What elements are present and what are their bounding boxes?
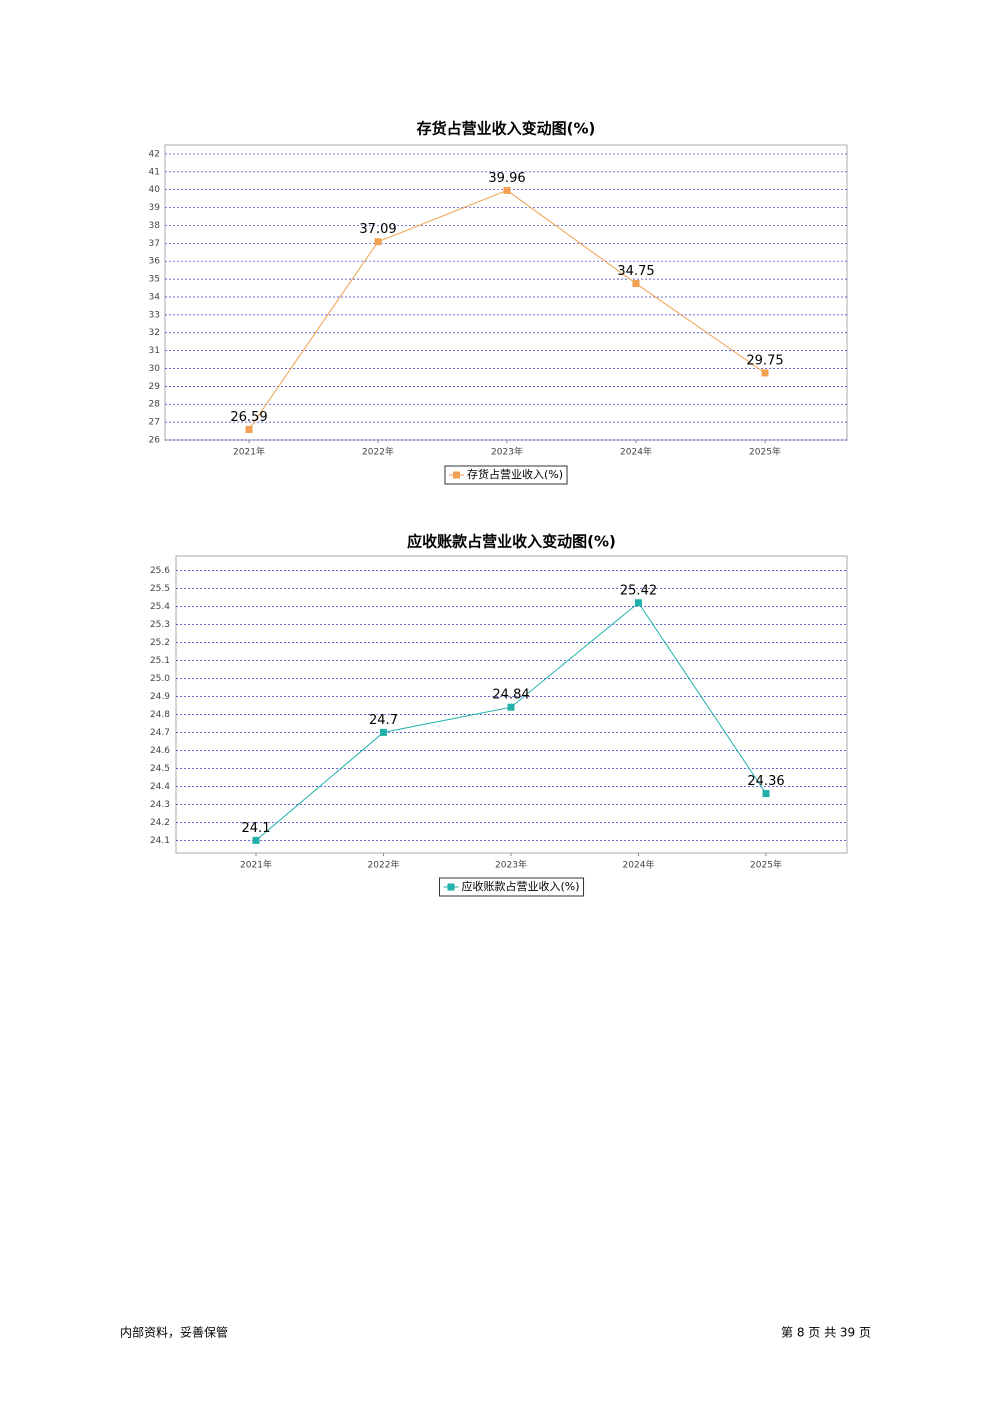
y-tick-label: 24.1 (150, 836, 170, 846)
point (245, 425, 253, 433)
point (374, 238, 382, 246)
y-tick-label: 25.6 (150, 566, 170, 576)
data-label: 24.36 (747, 774, 784, 789)
point (252, 836, 260, 844)
legend-label: 存货占营业收入(%) (467, 467, 563, 481)
y-tick-label: 38 (149, 221, 161, 231)
footer-page-info: 第 8 页 共 39 页 (781, 1326, 871, 1340)
y-tick-label: 27 (149, 418, 160, 428)
y-tick-label: 25.0 (150, 674, 170, 684)
y-tick-label: 40 (149, 185, 161, 195)
x-tick-label: 2025年 (750, 859, 782, 871)
point (761, 369, 769, 377)
y-tick-label: 29 (149, 382, 161, 392)
data-label: 24.1 (242, 821, 271, 836)
y-tick-label: 34 (149, 292, 161, 302)
legend-marker (447, 883, 455, 891)
y-tick-label: 31 (149, 346, 160, 356)
data-label: 26.59 (230, 410, 267, 425)
data-label: 39.96 (488, 171, 525, 186)
y-tick-label: 25.3 (150, 620, 170, 630)
y-tick-label: 33 (149, 310, 160, 320)
y-tick-label: 30 (149, 364, 161, 374)
point (632, 280, 640, 288)
y-tick-label: 41 (149, 167, 160, 177)
y-tick-label: 24.5 (150, 764, 170, 774)
y-tick-label: 24.4 (150, 782, 170, 792)
y-tick-label: 42 (149, 149, 160, 159)
x-tick-label: 2022年 (362, 446, 394, 458)
point (635, 599, 642, 607)
y-tick-label: 39 (149, 203, 161, 213)
y-tick-label: 36 (149, 257, 161, 267)
y-tick-label: 25.5 (150, 584, 170, 594)
y-tick-label: 26 (149, 436, 161, 446)
data-label: 25.42 (620, 583, 657, 598)
y-tick-label: 28 (149, 400, 161, 410)
y-tick-label: 35 (149, 275, 160, 285)
point (762, 790, 770, 798)
point (503, 186, 511, 194)
data-label: 24.84 (492, 688, 529, 703)
point (507, 703, 515, 711)
x-tick-label: 2023年 (495, 859, 527, 871)
y-tick-label: 25.2 (150, 638, 170, 648)
y-tick-label: 25.1 (150, 656, 170, 666)
footer-left: 内部资料，妥善保管 (120, 1325, 228, 1340)
chart-title: 应收账款占营业收入变动图(%) (407, 533, 616, 551)
y-tick-label: 32 (149, 328, 160, 338)
plot-area (164, 144, 848, 441)
y-tick-label: 24.3 (150, 800, 170, 810)
x-tick-label: 2022年 (368, 859, 400, 871)
data-label: 37.09 (359, 222, 396, 237)
y-tick-label: 24.8 (150, 710, 170, 720)
y-tick-label: 24.6 (150, 746, 170, 756)
x-tick-label: 2021年 (233, 446, 265, 458)
legend-box (444, 465, 568, 485)
legend-label: 应收账款占营业收入(%) (461, 879, 579, 893)
x-tick-label: 2024年 (620, 446, 652, 458)
x-tick-label: 2023年 (491, 446, 523, 458)
y-tick-label: 24.9 (150, 692, 170, 702)
legend-box (438, 877, 585, 897)
y-tick-label: 24.2 (150, 818, 170, 828)
data-label: 34.75 (617, 264, 654, 279)
x-tick-label: 2021年 (240, 859, 272, 871)
y-tick-label: 24.7 (150, 728, 170, 738)
data-label: 24.7 (369, 713, 398, 728)
chart-title: 存货占营业收入变动图(%) (417, 120, 596, 138)
y-tick-label: 25.4 (150, 602, 170, 612)
data-label: 29.75 (746, 353, 783, 368)
x-tick-label: 2024年 (623, 859, 655, 871)
x-tick-label: 2025年 (749, 446, 781, 458)
y-tick-label: 37 (149, 239, 160, 249)
point (380, 728, 387, 736)
legend-marker (452, 471, 460, 479)
